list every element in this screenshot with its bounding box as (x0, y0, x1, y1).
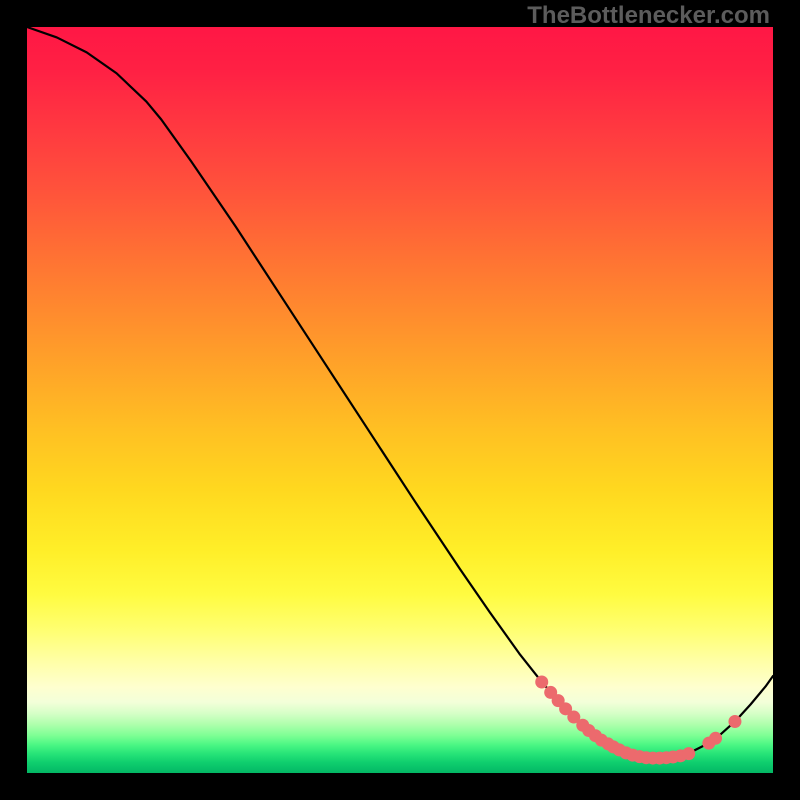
chart-svg (0, 0, 800, 800)
data-marker (682, 747, 695, 760)
data-marker (709, 732, 722, 745)
plot-background (27, 27, 773, 773)
data-marker (535, 675, 548, 688)
data-marker (728, 715, 741, 728)
chart-stage: TheBottlenecker.com (0, 0, 800, 800)
